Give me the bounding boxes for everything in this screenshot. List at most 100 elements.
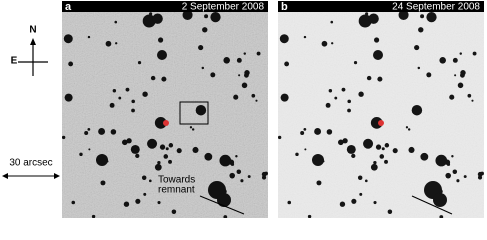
- star: [125, 87, 130, 92]
- star: [91, 214, 96, 218]
- annotation: remnant: [158, 185, 195, 196]
- star: [457, 82, 464, 89]
- star: [64, 93, 73, 102]
- star: [471, 99, 474, 102]
- star: [303, 127, 307, 131]
- star: [204, 152, 213, 161]
- star: [304, 148, 307, 151]
- star: [84, 130, 89, 135]
- star: [157, 50, 167, 60]
- star: [236, 169, 242, 175]
- compass: N E: [11, 25, 48, 76]
- star: [339, 201, 346, 207]
- panel-a: Towards remnant a 2 September 2008: [62, 1, 268, 218]
- star: [456, 179, 460, 183]
- star: [439, 215, 444, 218]
- star: [435, 154, 448, 167]
- star: [414, 44, 420, 51]
- star: [165, 147, 169, 151]
- star: [330, 20, 334, 24]
- star: [189, 126, 193, 129]
- star: [152, 13, 163, 24]
- star: [381, 147, 385, 151]
- star: [426, 72, 432, 78]
- star: [420, 152, 429, 161]
- star: [347, 108, 351, 113]
- star: [357, 175, 363, 180]
- star: [280, 93, 289, 102]
- star: [210, 72, 216, 78]
- star: [408, 146, 415, 154]
- star: [150, 75, 156, 81]
- star: [300, 130, 305, 135]
- star: [163, 154, 169, 159]
- star: [398, 9, 409, 20]
- star: [79, 152, 83, 157]
- star: [278, 135, 282, 140]
- star: [157, 160, 161, 165]
- star: [364, 179, 368, 183]
- star: [210, 12, 221, 23]
- scale-label: 30 arcsec: [9, 158, 52, 169]
- star: [373, 160, 377, 165]
- star: [384, 143, 390, 148]
- star: [255, 99, 258, 102]
- star: [238, 74, 241, 77]
- star: [279, 34, 289, 44]
- panel-label: b: [281, 1, 288, 13]
- star: [235, 155, 238, 158]
- star: [131, 99, 135, 104]
- star: [351, 198, 357, 204]
- star: [439, 57, 446, 64]
- star: [121, 139, 128, 146]
- figure: Towards remnant a 2 September 2008 b 24 …: [2, 1, 484, 218]
- star: [236, 57, 242, 63]
- panel-label: a: [65, 1, 72, 13]
- annotation-line: [199, 195, 245, 215]
- star: [243, 52, 246, 55]
- star: [148, 179, 152, 183]
- star: [417, 66, 421, 70]
- star: [261, 171, 267, 177]
- star: [223, 57, 230, 64]
- star: [451, 155, 454, 158]
- star: [219, 154, 232, 167]
- star: [192, 146, 199, 154]
- star: [154, 116, 167, 129]
- star: [346, 144, 356, 154]
- star: [321, 40, 328, 47]
- star: [202, 27, 208, 33]
- star: [353, 60, 358, 65]
- star: [358, 91, 364, 97]
- star: [316, 180, 322, 186]
- star: [426, 12, 437, 23]
- star: [171, 209, 177, 214]
- panel-date: 24 September 2008: [392, 2, 480, 13]
- star: [433, 193, 447, 207]
- star: [347, 99, 351, 104]
- panel-b: b 24 September 2008: [278, 1, 484, 218]
- star: [130, 144, 140, 154]
- star: [368, 13, 379, 24]
- star: [182, 9, 193, 20]
- star: [374, 37, 380, 43]
- star: [452, 169, 458, 175]
- star: [452, 57, 458, 63]
- compass-arrow: [30, 38, 36, 45]
- star: [373, 200, 377, 205]
- star: [328, 89, 333, 93]
- star: [241, 82, 248, 89]
- star: [71, 200, 76, 205]
- star: [191, 128, 195, 131]
- star: [131, 108, 135, 113]
- star: [373, 50, 383, 60]
- star: [363, 138, 374, 149]
- star: [168, 159, 172, 164]
- star: [449, 94, 455, 100]
- star: [351, 153, 356, 159]
- star: [112, 89, 117, 93]
- star: [467, 93, 472, 98]
- star: [158, 37, 164, 43]
- scale-bar: 30 arcsec: [2, 158, 60, 179]
- star: [98, 128, 106, 135]
